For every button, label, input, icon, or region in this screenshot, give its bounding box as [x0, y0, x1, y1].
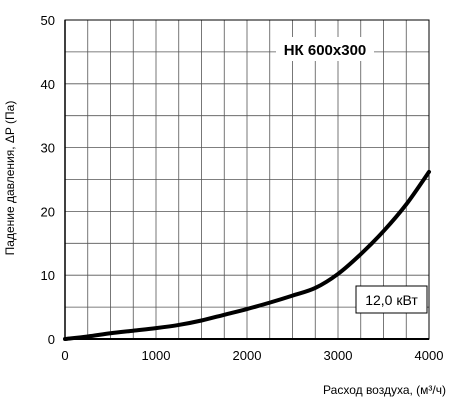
y-tick-label: 10 [41, 268, 55, 283]
x-tick-label: 3000 [324, 348, 353, 363]
power-annotation: 12,0 кВт [365, 292, 418, 308]
series-layer [63, 169, 431, 341]
y-tick-label: 20 [41, 204, 55, 219]
power-annotation-box [355, 285, 428, 314]
y-tick-label: 30 [41, 141, 55, 156]
chart-title-background [276, 37, 374, 61]
y-axis-title: Падение давления, ΔP (Па) [3, 101, 17, 256]
y-tick-label: 0 [48, 332, 55, 347]
y-tick-label: 50 [41, 13, 55, 28]
x-tick-label: 0 [61, 348, 68, 363]
x-tick-label: 1000 [142, 348, 171, 363]
pressure-drop-curve [63, 169, 431, 341]
x-tick-label: 2000 [233, 348, 262, 363]
y-tick-label: 40 [41, 77, 55, 92]
x-tick-label: 4000 [415, 348, 444, 363]
x-axis-title: Расход воздуха, (м³/ч) [323, 383, 446, 397]
tick-labels: 0 1000 2000 3000 4000 0 10 20 30 40 50 [41, 13, 444, 363]
axes [64, 19, 430, 340]
chart-title: НК 600х300 [284, 42, 367, 59]
